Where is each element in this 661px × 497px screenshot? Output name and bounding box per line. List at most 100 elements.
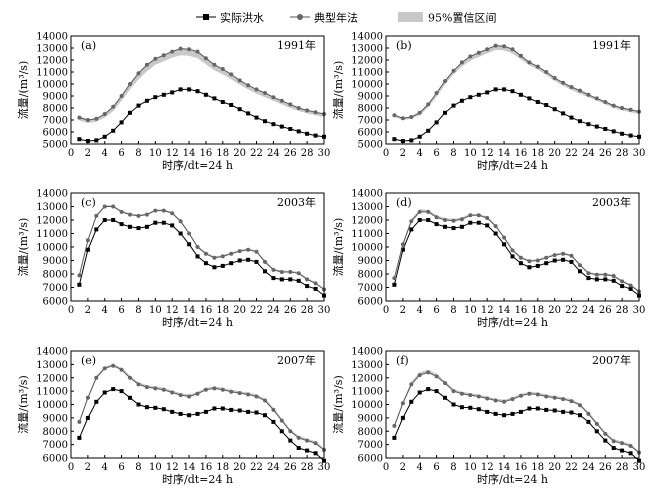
actual-point (392, 435, 397, 440)
actual-point (237, 107, 242, 112)
typical-point (434, 215, 439, 220)
actual-point (400, 415, 405, 420)
x-tick-label: 22 (250, 305, 263, 316)
y-tick-label: 9000 (43, 92, 68, 103)
typical-point (400, 116, 405, 121)
typical-point (153, 386, 158, 391)
typical-point (85, 118, 90, 122)
x-tick-label: 12 (166, 305, 179, 316)
x-tick-label: 2 (400, 462, 406, 473)
y-tick-label: 6000 (43, 128, 68, 139)
actual-point (417, 390, 422, 395)
typical-point (229, 251, 234, 256)
typical-point (392, 276, 397, 281)
typical-point (594, 272, 599, 277)
y-axis-title-a: 流量/(m³/s) (16, 61, 30, 119)
typical-point (594, 421, 599, 426)
year-label-b: 1991年 (592, 38, 631, 52)
y-tick-label: 7000 (358, 116, 383, 127)
actual-point (237, 408, 242, 413)
x-tick-label: 4 (102, 462, 108, 473)
actual-point (392, 137, 397, 142)
typical-point (628, 444, 633, 448)
actual-point (476, 220, 481, 225)
legend-typical-label: 典型年法 (314, 11, 358, 25)
typical-point (187, 231, 192, 236)
y-tick-label: 10000 (36, 243, 68, 254)
x-tick-label: 18 (216, 305, 229, 316)
actual-point (144, 224, 149, 229)
x-tick-label: 6 (433, 148, 439, 159)
typical-point (417, 110, 422, 115)
typical-point (476, 50, 481, 55)
actual-point (153, 95, 158, 100)
typical-point (434, 91, 439, 95)
x-tick-label: 22 (565, 305, 578, 316)
actual-point (313, 286, 318, 291)
typical-point (451, 218, 456, 223)
x-tick-label: 30 (318, 462, 331, 473)
actual-point (578, 269, 582, 274)
y-tick-label: 13000 (36, 44, 68, 55)
typical-point (263, 398, 267, 403)
plot-frame-f (385, 350, 640, 459)
actual-line-b (394, 88, 640, 142)
ci-band-c (79, 205, 325, 290)
actual-point (417, 218, 422, 222)
actual-point (552, 258, 557, 263)
x-tick-label: 2 (400, 148, 406, 159)
actual-point (417, 134, 422, 139)
x-tick-label: 6 (433, 305, 439, 316)
x-tick-label: 0 (68, 462, 74, 473)
actual-point (229, 261, 234, 266)
actual-point (527, 406, 532, 411)
actual-point (288, 438, 293, 443)
actual-point (128, 224, 132, 229)
actual-point (85, 415, 90, 420)
actual-point (443, 395, 447, 400)
typical-point (392, 423, 397, 428)
x-tick-label: 20 (233, 305, 246, 316)
typical-point (77, 273, 82, 278)
y-tick-label: 11000 (36, 229, 68, 240)
actual-point (119, 389, 124, 394)
typical-point (544, 255, 549, 260)
actual-point (476, 92, 481, 97)
typical-point (561, 397, 566, 402)
actual-point (518, 92, 523, 97)
typical-point (586, 92, 591, 97)
actual-point (254, 259, 259, 264)
y-tick-label: 10000 (36, 80, 68, 91)
typical-point (518, 393, 523, 398)
actual-point (153, 405, 158, 410)
actual-point (451, 402, 456, 407)
actual-point (246, 257, 251, 262)
plot-frame-a (70, 35, 325, 145)
actual-point (468, 95, 473, 100)
typical-point (468, 393, 473, 398)
typical-point (510, 47, 515, 52)
typical-point (561, 80, 566, 85)
y-tick-label: 12000 (351, 373, 383, 384)
year-label-a: 1991年 (277, 38, 316, 52)
panel-f: 0 2 4 6 8 10 12 14 16 18 20 22 24 26 28 306000700080009… (331, 347, 645, 487)
actual-point (409, 399, 414, 404)
typical-point (535, 392, 540, 397)
actual-point (451, 226, 456, 231)
x-tick-label: 16 (515, 148, 528, 159)
y-tick-label: 8000 (43, 270, 68, 281)
x-axis-title-c: 时序/dt=24 h (162, 315, 233, 329)
actual-point (493, 411, 498, 416)
x-tick-label: 30 (633, 305, 646, 316)
typical-point (400, 242, 405, 247)
actual-point (136, 103, 141, 108)
typical-point (305, 108, 310, 113)
typical-point (611, 274, 616, 278)
typical-point (271, 95, 276, 100)
actual-point (535, 406, 540, 411)
typical-point (502, 235, 507, 240)
actual-point (254, 115, 259, 120)
x-tick-label: 14 (183, 462, 196, 473)
typical-point (578, 403, 582, 408)
actual-point (271, 276, 276, 281)
